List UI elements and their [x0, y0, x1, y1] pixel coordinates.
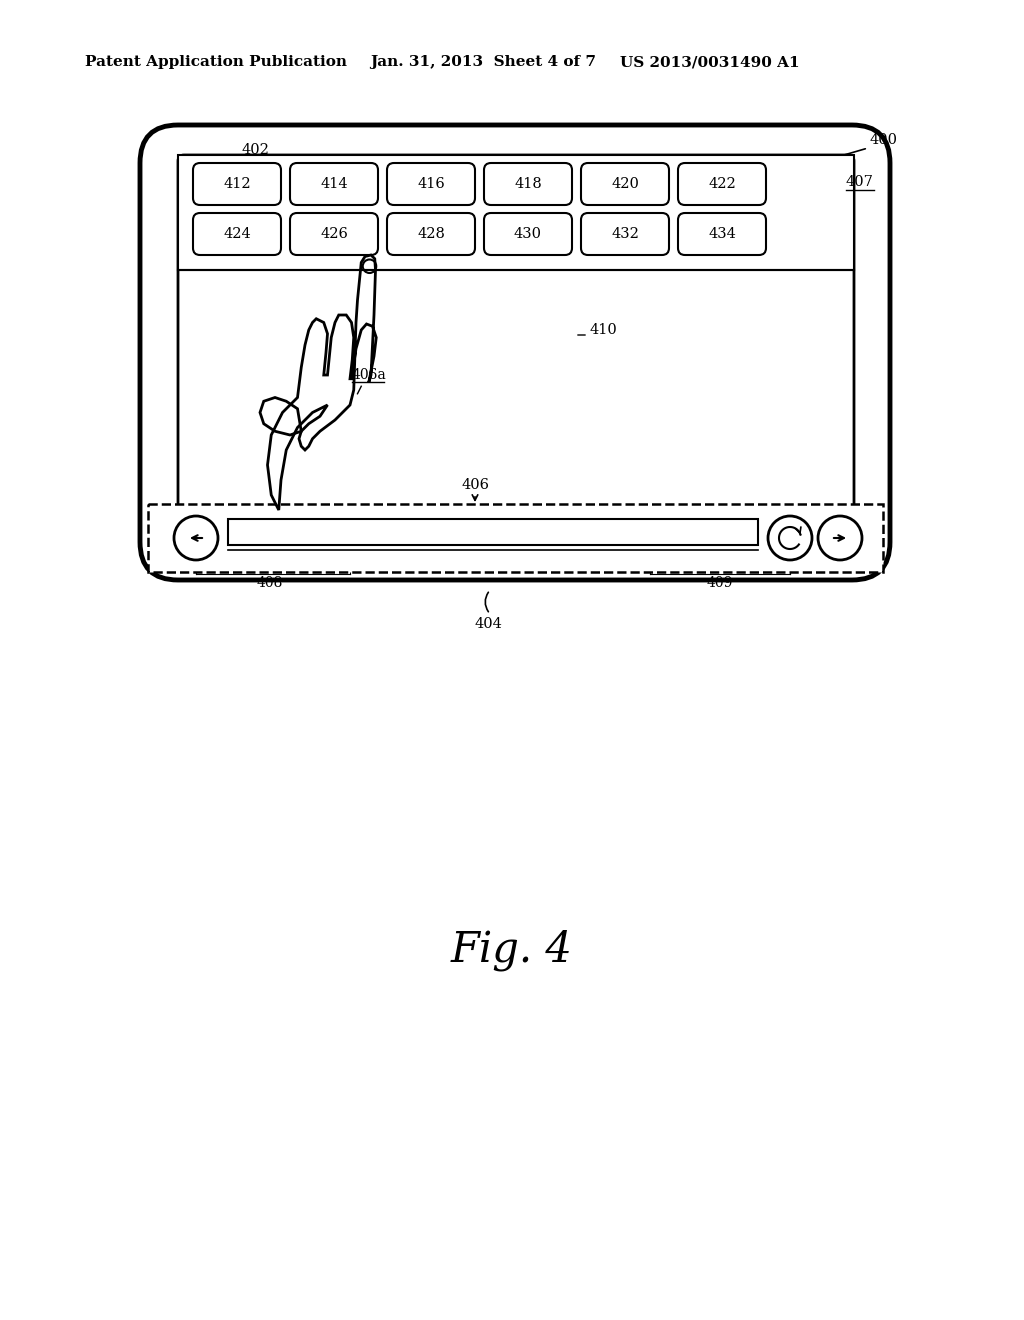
FancyBboxPatch shape — [290, 162, 378, 205]
Text: 432: 432 — [611, 227, 639, 242]
Text: 408: 408 — [257, 576, 284, 590]
FancyBboxPatch shape — [581, 213, 669, 255]
Bar — [228, 519, 758, 545]
FancyBboxPatch shape — [387, 213, 475, 255]
Text: 407: 407 — [846, 176, 873, 189]
Text: 434: 434 — [708, 227, 736, 242]
Text: Fig. 4: Fig. 4 — [451, 929, 573, 972]
FancyBboxPatch shape — [193, 213, 281, 255]
Text: 400: 400 — [870, 133, 898, 147]
FancyBboxPatch shape — [140, 125, 890, 579]
Text: 402: 402 — [242, 143, 270, 157]
FancyBboxPatch shape — [484, 162, 572, 205]
FancyBboxPatch shape — [387, 162, 475, 205]
FancyBboxPatch shape — [678, 162, 766, 205]
Text: 416: 416 — [417, 177, 444, 191]
Text: 404: 404 — [474, 616, 502, 631]
Bar — [178, 154, 854, 271]
Text: 424: 424 — [223, 227, 251, 242]
Text: 418: 418 — [514, 177, 542, 191]
Text: 410: 410 — [590, 323, 617, 337]
FancyBboxPatch shape — [581, 162, 669, 205]
Text: 409: 409 — [707, 576, 733, 590]
FancyBboxPatch shape — [290, 213, 378, 255]
Text: 422: 422 — [709, 177, 736, 191]
FancyBboxPatch shape — [193, 162, 281, 205]
Text: Patent Application Publication: Patent Application Publication — [85, 55, 347, 69]
FancyBboxPatch shape — [178, 154, 854, 550]
Text: Jan. 31, 2013  Sheet 4 of 7: Jan. 31, 2013 Sheet 4 of 7 — [370, 55, 596, 69]
FancyBboxPatch shape — [484, 213, 572, 255]
Text: 426: 426 — [321, 227, 348, 242]
FancyBboxPatch shape — [678, 213, 766, 255]
Text: 428: 428 — [417, 227, 445, 242]
Text: 430: 430 — [514, 227, 542, 242]
Bar — [148, 504, 883, 572]
Text: US 2013/0031490 A1: US 2013/0031490 A1 — [620, 55, 800, 69]
Text: 412: 412 — [223, 177, 251, 191]
Text: 406a: 406a — [352, 368, 387, 381]
Text: 420: 420 — [611, 177, 639, 191]
Text: 406: 406 — [461, 478, 489, 492]
Text: 414: 414 — [321, 177, 348, 191]
